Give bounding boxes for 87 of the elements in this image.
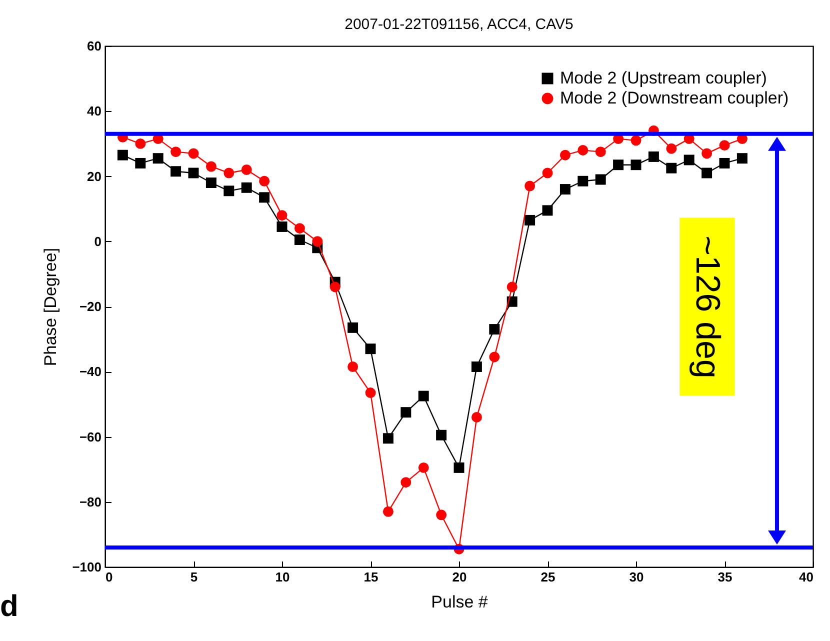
point — [719, 140, 730, 151]
point — [117, 150, 128, 160]
y-tick-label: 20 — [87, 168, 102, 184]
point — [630, 160, 642, 170]
point — [224, 168, 234, 178]
point — [489, 324, 500, 335]
x-tick-label: 35 — [718, 570, 732, 584]
point — [418, 390, 429, 402]
point — [436, 510, 447, 520]
text: d — [0, 590, 18, 624]
point — [630, 135, 642, 146]
point — [736, 153, 748, 164]
point — [276, 221, 288, 232]
legend-label: Mode 2 (Upstream coupler) — [560, 68, 767, 88]
point — [400, 407, 412, 418]
x-tick-label: 5 — [190, 570, 198, 584]
point — [436, 430, 447, 440]
y-tick-label: −20 — [79, 299, 102, 314]
point — [648, 151, 659, 162]
point — [400, 477, 412, 488]
point — [418, 462, 429, 473]
point — [365, 388, 376, 398]
point — [613, 160, 624, 170]
x-tick-label: 40 — [799, 570, 814, 584]
point — [206, 178, 216, 188]
point — [365, 344, 376, 354]
point — [206, 161, 216, 172]
point — [560, 150, 570, 160]
point — [560, 184, 570, 195]
x-tick-label: 0 — [106, 570, 113, 584]
point — [719, 158, 730, 168]
x-axis-title: Pulse # — [431, 592, 488, 612]
point — [241, 164, 252, 175]
point — [259, 192, 270, 203]
point — [506, 282, 518, 292]
y-tick-label: −60 — [79, 429, 102, 444]
point — [152, 153, 164, 164]
point — [542, 168, 553, 178]
y-tick-label: 60 — [87, 38, 102, 54]
point — [471, 361, 482, 372]
point — [312, 236, 323, 247]
point — [578, 144, 588, 156]
point — [259, 176, 270, 186]
point — [170, 146, 182, 158]
y-tick-label: −100 — [72, 560, 102, 574]
point — [578, 176, 588, 186]
point — [684, 154, 694, 166]
point — [348, 322, 358, 333]
point — [542, 205, 553, 216]
annotation: ~126 deg — [680, 217, 734, 396]
x-tick-label: 30 — [629, 570, 644, 584]
x-tick-label: 15 — [364, 570, 378, 584]
point — [294, 234, 305, 245]
point — [454, 462, 464, 473]
point — [666, 162, 677, 174]
point — [471, 412, 482, 422]
y-tick-label: 0 — [94, 234, 102, 249]
x-tick-label: 10 — [275, 570, 290, 584]
point — [170, 166, 182, 177]
point — [595, 146, 606, 158]
y-axis-title: Phase [Degree] — [41, 248, 60, 366]
point — [135, 138, 146, 149]
chart-title: 2007-01-22T091156, ACC4, CAV5 — [344, 16, 574, 33]
point — [382, 433, 394, 444]
point — [489, 352, 500, 362]
point — [702, 148, 712, 159]
point — [188, 148, 199, 159]
point — [348, 362, 358, 372]
legend-label: Mode 2 (Downstream coupler) — [560, 88, 789, 108]
y-tick-label: −80 — [79, 494, 102, 510]
x-tick-label: 25 — [540, 570, 556, 584]
point — [702, 168, 712, 178]
x-tick-label: 20 — [452, 570, 467, 584]
point — [666, 143, 677, 154]
point — [224, 186, 234, 196]
point — [135, 158, 146, 168]
y-tick-label: 40 — [87, 104, 102, 119]
point — [330, 282, 340, 292]
point — [524, 180, 536, 192]
y-tick-label: −40 — [79, 364, 102, 380]
point — [188, 168, 199, 178]
point — [241, 182, 252, 193]
point — [524, 214, 536, 226]
point — [294, 223, 305, 234]
point — [276, 210, 288, 221]
point — [595, 174, 606, 185]
point — [382, 506, 394, 517]
